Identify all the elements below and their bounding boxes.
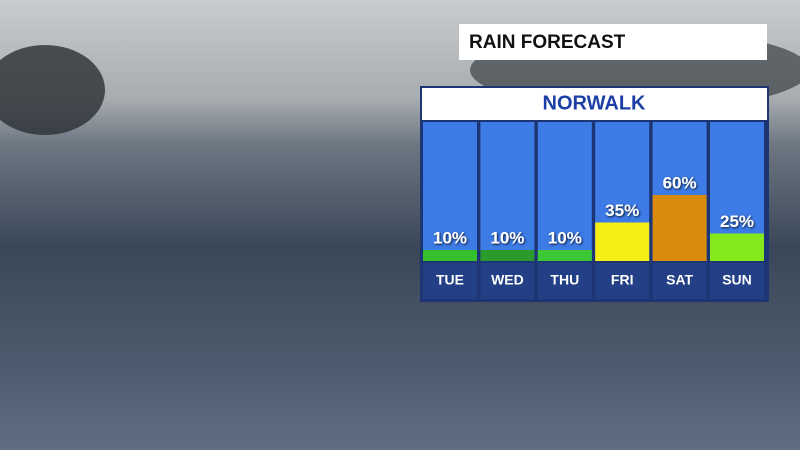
day-cell <box>423 263 477 299</box>
value-label: 25% <box>720 212 754 231</box>
column <box>537 122 592 261</box>
bar <box>423 250 477 261</box>
value-label: 60% <box>663 173 697 192</box>
value-label: 35% <box>605 201 639 220</box>
bar <box>595 222 650 261</box>
day-cell <box>537 263 592 299</box>
day-cell <box>480 263 535 299</box>
day-cell <box>595 263 650 299</box>
x-tick-label: TUE <box>436 272 464 288</box>
chart-title: RAIN FORECAST <box>469 32 626 53</box>
title-box <box>459 24 767 60</box>
x-tick-label: SAT <box>666 272 693 288</box>
subtitle-box <box>422 88 767 120</box>
bar <box>652 195 707 261</box>
day-cell <box>710 263 764 299</box>
column <box>480 122 535 261</box>
bar <box>480 250 535 261</box>
value-label: 10% <box>490 228 524 247</box>
x-tick-label: FRI <box>611 272 634 288</box>
x-tick-label: THU <box>550 272 579 288</box>
value-label: 10% <box>548 228 582 247</box>
x-tick-label: WED <box>491 272 524 288</box>
value-label: 10% <box>433 228 467 247</box>
column <box>423 122 477 261</box>
bar <box>537 250 592 261</box>
chart-subtitle: NORWALK <box>543 92 647 114</box>
x-tick-label: SUN <box>722 272 752 288</box>
day-cell <box>652 263 707 299</box>
bar <box>710 233 764 261</box>
background-trees <box>0 45 105 135</box>
